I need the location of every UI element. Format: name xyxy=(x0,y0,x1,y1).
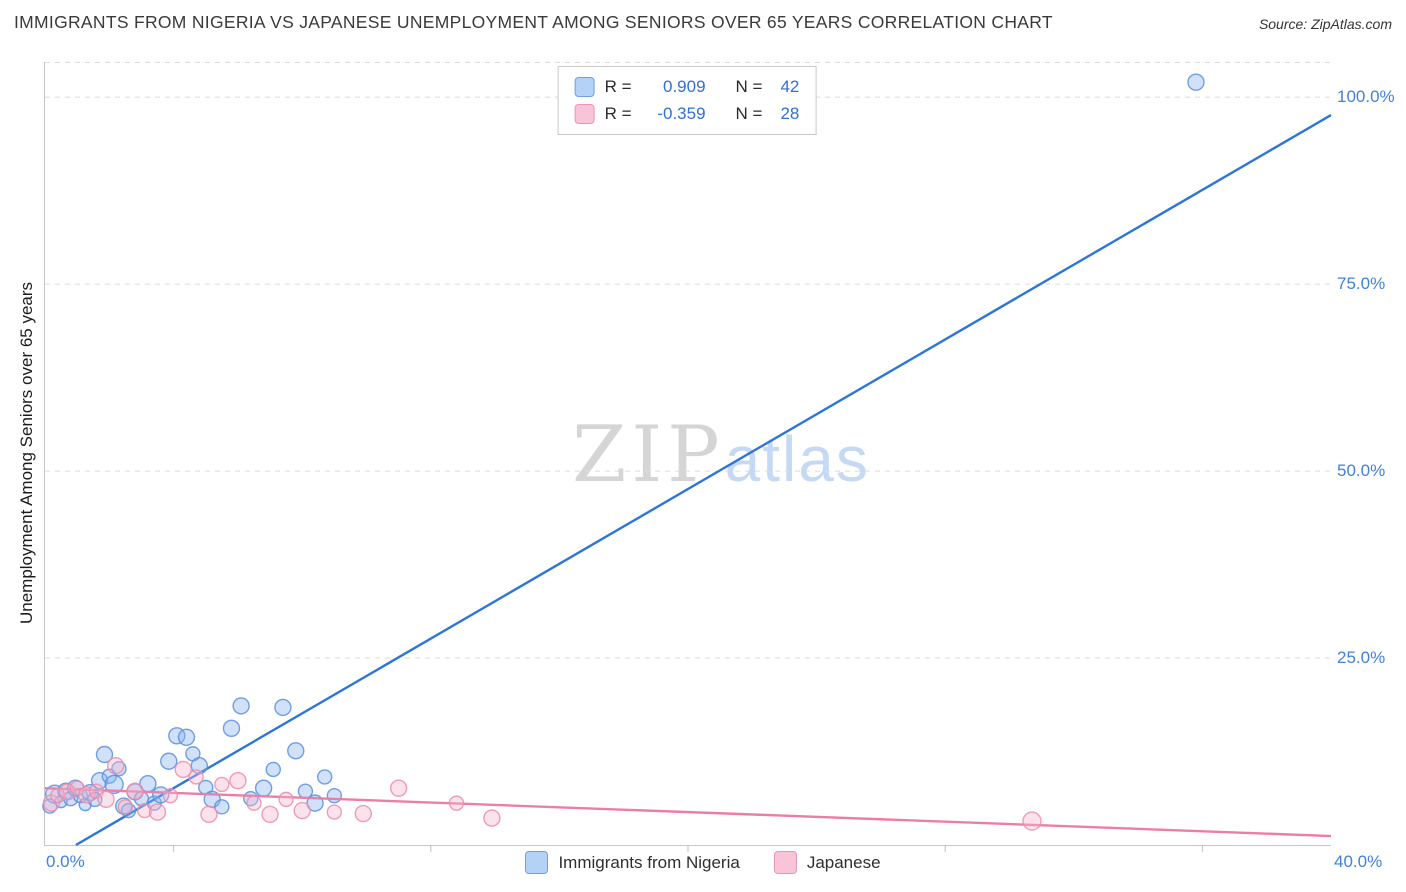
legend-row-japanese: R = -0.359 N = 28 xyxy=(574,104,800,124)
japanese-legend-swatch xyxy=(773,851,797,874)
bottom-legend: Immigrants from Nigeria Japanese xyxy=(0,851,1406,874)
x-axis-max-label: 40.0% xyxy=(1334,852,1383,871)
nigeria-legend-swatch xyxy=(525,851,549,874)
n-label: N = xyxy=(735,104,763,123)
plot-area: ZIPatlas xyxy=(42,62,1332,852)
r-label: R = xyxy=(604,77,632,96)
y-tick-label-50: 50.0% xyxy=(1337,461,1386,480)
bottom-legend-japanese-label: Japanese xyxy=(806,852,881,872)
nigeria-swatch xyxy=(574,77,595,97)
japanese-swatch xyxy=(574,104,595,124)
y-tick-label-25: 25.0% xyxy=(1337,648,1386,667)
n-value-japanese: 28 xyxy=(780,104,800,123)
bottom-legend-item-nigeria: Immigrants from Nigeria xyxy=(525,851,740,874)
r-label: R = xyxy=(604,104,632,123)
correlation-legend-box: R = 0.909 N = 42 R = -0.359 N = 28 xyxy=(557,66,817,135)
x-axis-min-label: 0.0% xyxy=(46,852,85,871)
source-attribution: Source: ZipAtlas.com xyxy=(1258,16,1392,32)
n-value-nigeria: 42 xyxy=(780,77,800,96)
watermark: ZIPatlas xyxy=(572,410,870,500)
y-tick-label-75: 75.0% xyxy=(1337,274,1386,293)
r-value-nigeria: 0.909 xyxy=(662,77,706,96)
y-axis-title: Unemployment Among Seniors over 65 years xyxy=(17,281,36,625)
n-label: N = xyxy=(735,77,763,96)
r-value-japanese: -0.359 xyxy=(657,104,706,123)
watermark-atlas: atlas xyxy=(724,423,870,495)
bottom-legend-item-japanese: Japanese xyxy=(773,851,881,874)
page-title: IMMIGRANTS FROM NIGERIA VS JAPANESE UNEM… xyxy=(14,12,1053,32)
bottom-legend-nigeria-label: Immigrants from Nigeria xyxy=(558,852,740,872)
scatter-plot-svg xyxy=(42,62,1332,852)
y-tick-label-100: 100.0% xyxy=(1337,87,1395,106)
legend-row-nigeria: R = 0.909 N = 42 xyxy=(574,77,800,97)
